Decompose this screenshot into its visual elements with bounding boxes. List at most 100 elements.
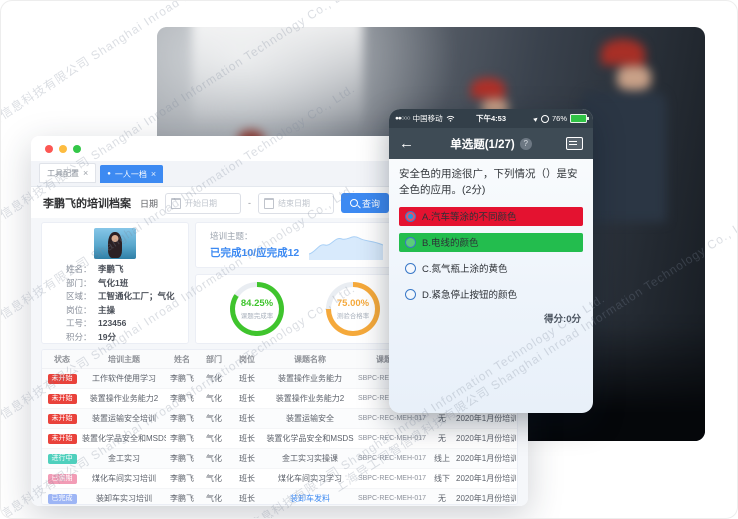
tab-active-dot-icon: ● [107,171,111,177]
training-topic-label: 培训主题： [210,231,253,241]
profile-field-value: 气化1班 [98,277,129,288]
tab-close-icon[interactable]: × [83,168,89,178]
cell-course[interactable]: 装置操作业务能力 [278,374,342,383]
table-row[interactable]: 未开始 装置运输安全培训 李鹏飞 气化 班长 装置运输安全 SBPC-REC-M… [42,409,518,429]
cell-dept: 气化 [206,454,222,463]
donut-gauge: 84.25% 课题完成率 [230,282,284,336]
option-text: A.汽车等涂的不同颜色 [422,212,517,223]
cell-topic: 装置化学品安全和MSDS [82,434,166,443]
cell-dept: 气化 [206,494,222,503]
cell-mode: 无 [438,434,446,443]
carrier-label: 中国移动 [412,114,443,123]
help-icon[interactable]: ? [519,137,532,150]
answer-card-icon[interactable] [566,137,583,150]
avatar [94,228,136,259]
option-text: B.电线的颜色 [422,238,479,249]
status-badge: 未开始 [47,373,77,384]
gauge-label: 课题完成率 [240,313,274,320]
radio-icon[interactable] [405,262,416,274]
tab-tool-config[interactable]: 工具配置 × [39,163,97,183]
answer-option[interactable]: C.氮气瓶上涂的黄色 [399,259,583,278]
profile-card: 姓名： 李鹏飞 部门： 气化1班 区域： 工智通化工厂；气化 [41,222,189,344]
profile-field-row: 工号： 123456 [42,317,188,331]
battery-icon [570,114,589,123]
page-title: 李鹏飞的培训档案 [43,198,131,210]
cell-plan: 2020年1月份培训计划 [456,494,518,503]
profile-field-label: 区域： [66,291,92,301]
table-header-cell: 部门 [206,354,222,364]
radio-icon[interactable] [405,210,416,222]
tab-label: 一人一档 [114,169,147,179]
date-filter-label: 日期 [140,198,159,209]
wifi-icon [446,115,454,122]
question-page-title: 单选题(1/27) [450,138,515,151]
phone-nav-bar: ← 单选题(1/27) ? [389,128,593,159]
maximize-window-button[interactable] [73,144,81,153]
alarm-icon [541,114,549,123]
profile-field-label: 积分： [66,331,92,342]
profile-field-label: 工号： [66,318,92,328]
cell-course[interactable]: 煤化车间实习学习 [278,474,342,483]
search-button-label: 查询 [362,198,381,209]
profile-field-value: 19分 [98,331,116,342]
cell-course[interactable]: 装置运输安全 [286,414,334,423]
minimize-window-button[interactable] [59,144,67,153]
battery-percent: 76% [552,114,568,123]
table-row[interactable]: 未开始 装置化学品安全和MSDS 李鹏飞 气化 班长 装置化学品安全和MSDS … [42,429,517,449]
cell-name: 李鹏飞 [170,374,194,383]
cell-plan: 2020年1月份培训计划 [456,414,518,423]
training-topic-stat: 培训主题： 已完成10/应完成12 [210,230,299,260]
start-date-input[interactable]: 开始日期 [165,192,242,214]
cell-course[interactable]: 装卸车发料 [290,494,330,503]
cell-course[interactable]: 装置化学品安全和MSDS [266,434,354,443]
cell-course[interactable]: 装置操作业务能力2 [275,394,345,403]
table-row[interactable]: 进行中 金工实习 李鹏飞 气化 班长 金工实习实操课 SBPC-REC-MEH-… [42,449,517,469]
tab-close-icon[interactable]: × [150,169,157,179]
cell-topic: 金工实习 [108,454,140,463]
cell-course[interactable]: 金工实习实操课 [282,454,338,463]
cell-topic: 装置操作业务能力2 [89,394,159,403]
radio-icon[interactable] [405,288,416,300]
worker-figure [580,38,667,222]
profile-field-row: 姓名： 李鹏飞 [42,263,188,277]
end-date-placeholder: 结束日期 [278,198,311,208]
calendar-icon [171,197,182,209]
cell-mode: 线下 [434,474,450,483]
answer-option[interactable]: A.汽车等涂的不同颜色 [399,206,583,226]
trend-sparkline-chart [309,236,384,260]
radio-icon[interactable] [405,236,416,248]
cell-course-code: SBPC-REC-MEH-017 [357,475,427,482]
window-content: 姓名： 李鹏飞 部门： 气化1班 区域： 工智通化工厂；气化 [31,218,528,506]
cell-topic: 工作软件使用学习 [92,374,156,383]
cell-post: 班长 [239,474,255,483]
cell-name: 李鹏飞 [170,394,194,403]
profile-field-row: 区域： 工智通化工厂；气化 [42,290,188,304]
answer-option[interactable]: D.紧急停止按钮的颜色 [399,285,583,304]
location-arrow-icon [533,115,539,122]
option-text: D.紧急停止按钮的颜色 [422,290,518,301]
status-badge: 未开始 [47,413,77,424]
end-date-input[interactable]: 结束日期 [258,192,335,214]
table-header-cell: 姓名 [174,354,190,364]
table-row[interactable]: 已完成 装卸车实习培训 李鹏飞 气化 班长 装卸车发料 SBPC-REC-MEH… [42,489,518,504]
cell-dept: 气化 [206,434,222,443]
cell-post: 班长 [239,414,255,423]
profile-field-row: 岗位： 主操 [42,304,188,318]
option-text: C.氮气瓶上涂的黄色 [422,264,508,275]
cell-name: 李鹏飞 [170,414,194,423]
cell-name: 李鹏飞 [170,474,194,483]
answer-option[interactable]: B.电线的颜色 [399,232,583,252]
cell-dept: 气化 [206,474,222,483]
profile-field-value: 主操 [98,304,116,315]
table-row[interactable]: 已逾期 煤化车间实习培训 李鹏飞 气化 班长 煤化车间实习学习 SBPC-REC… [42,469,517,489]
training-topic-value: 已完成10/应完成12 [210,247,300,259]
phone-status-bar: ●●○○○ 中国移动 下午4:53 76% [389,109,593,128]
cell-post: 班长 [239,454,255,463]
date-range-separator: - [248,198,252,208]
cell-name: 李鹏飞 [170,434,194,443]
back-arrow-icon[interactable]: ← [399,135,414,152]
close-window-button[interactable] [45,144,53,153]
search-button[interactable]: 查询 [341,193,390,213]
tab-one-person-one-file[interactable]: ● 一人一档 × [100,165,164,183]
cell-course-code: SBPC-REC-MEH-017 [357,435,427,442]
